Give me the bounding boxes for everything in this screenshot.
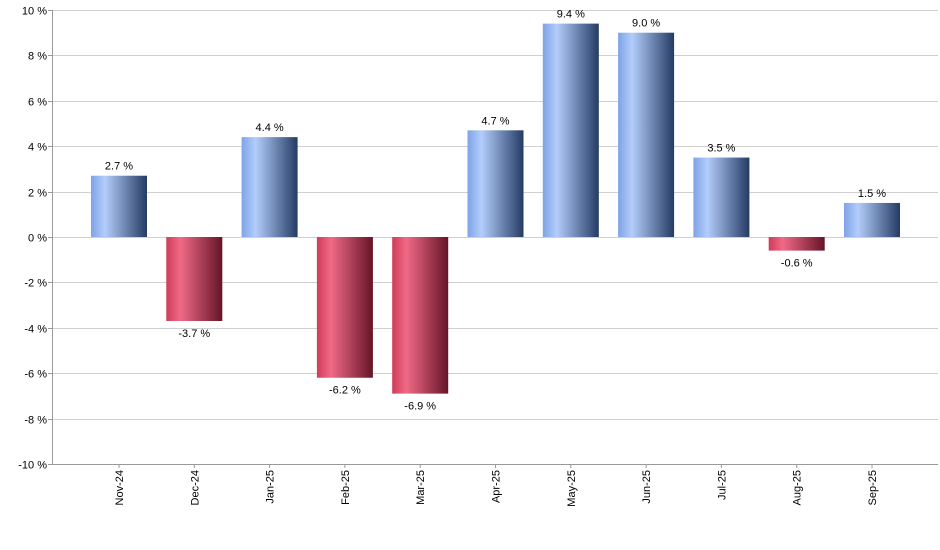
y-tick-label: 2 % bbox=[28, 188, 47, 200]
x-tick-label: Dec-24 bbox=[189, 470, 201, 505]
bar-apr-25 bbox=[467, 130, 524, 237]
bar-jan-25 bbox=[241, 137, 298, 237]
x-tick-label: Jul-25 bbox=[716, 470, 728, 500]
x-tick-label: Nov-24 bbox=[114, 470, 126, 505]
y-tick-label: 10 % bbox=[22, 6, 47, 18]
data-label: -6.2 % bbox=[329, 385, 361, 397]
y-tick-label: -6 % bbox=[24, 369, 47, 381]
data-label: 9.0 % bbox=[632, 18, 660, 30]
y-tick-label: 4 % bbox=[28, 142, 47, 154]
x-tick-label: Sep-25 bbox=[867, 470, 879, 505]
y-tick-labels: 10 % 8 % 6 % 4 % 2 % 0 % -2 % -4 % -6 % -8 % -10 % bbox=[18, 6, 47, 472]
y-tick-label: 6 % bbox=[28, 97, 47, 109]
y-tick-label: 8 % bbox=[28, 51, 47, 63]
x-tick-label: Jun-25 bbox=[641, 470, 653, 504]
y-tick-label: 0 % bbox=[28, 233, 47, 245]
axes bbox=[48, 10, 938, 468]
y-tick-label: -4 % bbox=[24, 324, 47, 336]
x-tick-label: May-25 bbox=[566, 470, 578, 507]
x-tick-label: Jan-25 bbox=[265, 470, 277, 504]
data-label: -6.9 % bbox=[404, 401, 436, 413]
bar-dec-24 bbox=[166, 237, 223, 321]
x-tick-label: Aug-25 bbox=[792, 470, 804, 505]
data-label: 4.7 % bbox=[481, 115, 509, 127]
bar-may-25 bbox=[542, 23, 599, 238]
x-tick-label: Feb-25 bbox=[340, 470, 352, 505]
x-tick-labels: Nov-24 Dec-24 Jan-25 Feb-25 Mar-25 Apr-25 May-… bbox=[114, 470, 879, 507]
data-label: 2.7 % bbox=[105, 161, 133, 173]
y-tick-label: -2 % bbox=[24, 278, 47, 290]
data-labels: 2.7 % -3.7 % 4.4 % -6.2 % -6.9 % 4.7 % 9.4 % 9.… bbox=[105, 9, 886, 413]
bars bbox=[91, 23, 900, 394]
x-tick-label: Apr-25 bbox=[491, 470, 503, 503]
y-tick-label: -8 % bbox=[24, 415, 47, 427]
data-label: 9.4 % bbox=[557, 9, 585, 21]
bar-jun-25 bbox=[618, 32, 675, 238]
bar-feb-25 bbox=[316, 237, 373, 378]
data-label: 3.5 % bbox=[707, 143, 735, 155]
data-label: 4.4 % bbox=[256, 122, 284, 134]
bar-nov-24 bbox=[91, 175, 147, 237]
bar-sep-25 bbox=[844, 202, 900, 237]
bar-mar-25 bbox=[392, 237, 449, 394]
x-tick-label: Mar-25 bbox=[415, 470, 427, 505]
data-label: 1.5 % bbox=[858, 188, 886, 200]
y-tick-label: -10 % bbox=[18, 460, 47, 472]
data-label: -0.6 % bbox=[781, 258, 813, 270]
bar-jul-25 bbox=[693, 157, 750, 237]
data-label: -3.7 % bbox=[178, 328, 210, 340]
bar-aug-25 bbox=[768, 237, 825, 251]
